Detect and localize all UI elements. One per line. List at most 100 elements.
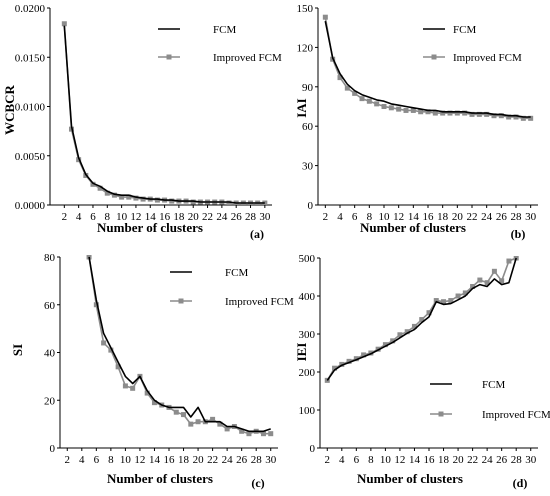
x-tick-label: 24 [482,454,494,466]
panel-label: (a) [250,227,264,241]
data-point-improved-fcm [462,290,468,296]
y-axis-label: SI [10,344,25,356]
data-point-improved-fcm [381,104,387,109]
data-point-improved-fcm [140,196,146,202]
x-tick-label: 30 [525,454,537,466]
data-point-improved-fcm [476,111,482,117]
y-tick-label: 120 [297,42,314,54]
y-tick-label: 80 [44,252,56,264]
x-tick-label: 4 [76,211,82,223]
data-point-improved-fcm [469,111,475,117]
legend: FCM Improved FCM [430,379,550,421]
x-tick-label: 28 [245,211,257,223]
data-point-improved-fcm [115,364,121,370]
data-point-improved-fcm [181,412,187,418]
data-point-improved-fcm [260,431,266,437]
x-tick-label: 14 [408,211,420,223]
legend-marker-improved-fcm [438,411,444,417]
data-point-improved-fcm [419,317,425,323]
data-point-improved-fcm [61,21,67,27]
data-point-improved-fcm [359,96,365,102]
legend-marker-improved-fcm [178,298,184,304]
data-point-improved-fcm [217,421,223,427]
y-tick-label: 0.0050 [15,151,46,163]
y-tick-label: 300 [299,329,316,341]
data-point-improved-fcm [353,356,359,362]
series-line-fcm [324,20,531,118]
x-tick-label: 22 [207,454,218,466]
x-tick-label: 24 [216,211,228,223]
series-line-improved-fcm [324,17,531,120]
data-point-improved-fcm [154,197,160,203]
data-point-improved-fcm [188,421,194,427]
data-point-improved-fcm [411,323,417,329]
x-tick-label: 28 [511,454,523,466]
y-axis-label: IAI [294,98,309,118]
x-tick-label: 4 [339,454,345,466]
legend-label-improved-fcm: Improved FCM [453,52,522,64]
data-point-improved-fcm [484,280,490,286]
x-tick-label: 24 [481,211,493,223]
x-tick-label: 20 [453,454,465,466]
plot-area [324,256,519,383]
legend: FCM Improved FCM [158,24,282,64]
x-tick-label: 16 [159,211,171,223]
x-tick-label: 22 [467,454,478,466]
legend-label-improved-fcm: Improved FCM [482,409,550,421]
data-point-improved-fcm [397,332,403,338]
data-point-improved-fcm [441,299,447,305]
y-tick-label: 0.0200 [15,3,46,15]
x-tick-label: 4 [79,454,85,466]
x-tick-label: 26 [496,454,508,466]
y-axis-label: IEI [294,343,309,362]
x-tick-label: 28 [511,211,523,223]
series-line-fcm [88,256,271,433]
data-point-improved-fcm [513,114,519,120]
data-point-improved-fcm [506,258,512,264]
x-tick-label: 6 [94,454,100,466]
x-tick-label: 20 [188,211,200,223]
y-tick-label: 0 [308,200,314,212]
x-axis-label: Number of clusters [107,471,213,486]
data-point-improved-fcm [268,431,274,437]
y-tick-label: 150 [297,3,314,15]
x-tick-label: 10 [120,454,132,466]
x-tick-label: 2 [65,454,71,466]
data-point-improved-fcm [352,90,358,96]
data-point-improved-fcm [426,310,432,316]
data-point-improved-fcm [403,107,409,113]
panel-label: (d) [513,476,528,490]
x-tick-label: 6 [90,211,96,223]
data-point-improved-fcm [477,277,483,283]
data-point-improved-fcm [111,192,117,198]
x-tick-label: 20 [452,211,464,223]
x-tick-label: 14 [409,454,421,466]
data-point-improved-fcm [498,113,504,119]
y-tick-label: 90 [302,82,314,94]
data-point-improved-fcm [455,293,461,299]
x-tick-label: 8 [368,454,374,466]
data-point-improved-fcm [388,105,394,111]
x-tick-label: 30 [265,454,277,466]
x-tick-label: 12 [134,454,145,466]
legend-label-fcm: FCM [225,267,248,279]
data-point-improved-fcm [262,200,268,205]
data-point-improved-fcm [130,385,136,391]
data-point-improved-fcm [499,278,505,284]
data-point-improved-fcm [404,329,410,335]
data-point-improved-fcm [440,110,446,116]
panel-label: (c) [251,476,264,490]
plot-area [86,255,274,437]
x-tick-label: 18 [178,454,190,466]
y-tick-label: 20 [44,395,56,407]
x-tick-label: 8 [367,211,373,223]
y-tick-label: 30 [302,161,314,173]
data-point-improved-fcm [484,111,490,117]
x-tick-label: 28 [251,454,263,466]
data-point-improved-fcm [246,431,252,437]
data-point-improved-fcm [144,390,150,396]
x-axis-label: Number of clusters [97,220,203,235]
data-point-improved-fcm [108,347,114,353]
y-tick-label: 0 [50,443,56,455]
